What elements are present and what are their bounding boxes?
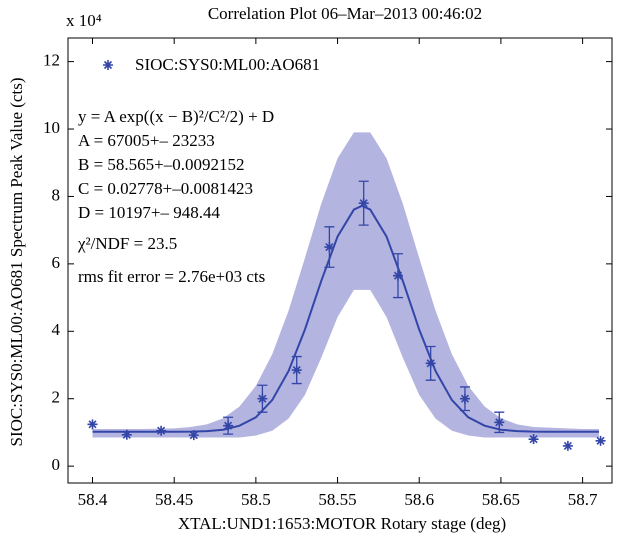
data-point — [459, 393, 470, 404]
axes-box — [67, 37, 613, 484]
y-tick-label: 2 — [52, 388, 61, 407]
x-tick-label: 58.55 — [318, 490, 356, 509]
legend-marker — [103, 60, 113, 70]
y-multiplier: x 10⁴ — [66, 11, 102, 30]
data-point — [188, 430, 199, 441]
fit-annotation: A = 67005+– 23233 — [78, 131, 215, 150]
x-tick-label: 58.45 — [155, 490, 193, 509]
y-tick-label: 12 — [43, 51, 60, 70]
x-tick-label: 58.7 — [568, 490, 598, 509]
fit-annotation: rms fit error = 2.76e+03 cts — [78, 267, 265, 286]
data-point — [358, 198, 369, 209]
y-tick-label: 8 — [52, 185, 61, 204]
legend-label: SIOC:SYS0:ML00:AO681 — [135, 55, 320, 74]
data-point — [425, 358, 436, 369]
y-tick-label: 6 — [52, 253, 61, 272]
confidence-band — [92, 132, 599, 438]
x-tick-label: 58.4 — [78, 490, 108, 509]
data-point — [528, 434, 539, 445]
data-point — [324, 242, 335, 253]
fit-annotation: χ²/NDF = 23.5 — [77, 234, 177, 253]
chart-title: Correlation Plot 06–Mar–2013 00:46:02 — [208, 4, 482, 23]
data-point — [87, 419, 98, 430]
fit-annotation: D = 10197+– 948.44 — [78, 203, 220, 222]
data-point — [156, 425, 167, 436]
y-tick-label: 0 — [52, 455, 61, 474]
y-axis-label: SIOC:SYS0:ML00:AO681 Spectrum Peak Value… — [7, 78, 26, 447]
data-point — [562, 440, 573, 451]
y-tick-label: 10 — [43, 118, 60, 137]
fit-annotation: C = 0.02778+–0.0081423 — [78, 179, 253, 198]
y-tick-label: 4 — [52, 320, 61, 339]
x-tick-label: 58.65 — [482, 490, 520, 509]
data-point — [595, 435, 606, 446]
x-tick-label: 58.6 — [404, 490, 434, 509]
data-point — [494, 417, 505, 428]
data-point — [291, 365, 302, 376]
fit-annotation: y = A exp((x − B)²/C²/2) + D — [78, 107, 274, 126]
x-axis-label: XTAL:UND1:1653:MOTOR Rotary stage (deg) — [178, 514, 506, 533]
fit-line — [92, 204, 599, 433]
data-point — [257, 393, 268, 404]
data-point — [392, 270, 403, 281]
data-point — [121, 429, 132, 440]
data-point — [223, 420, 234, 431]
x-tick-label: 58.5 — [241, 490, 271, 509]
fit-annotation: B = 58.565+–0.0092152 — [78, 155, 245, 174]
